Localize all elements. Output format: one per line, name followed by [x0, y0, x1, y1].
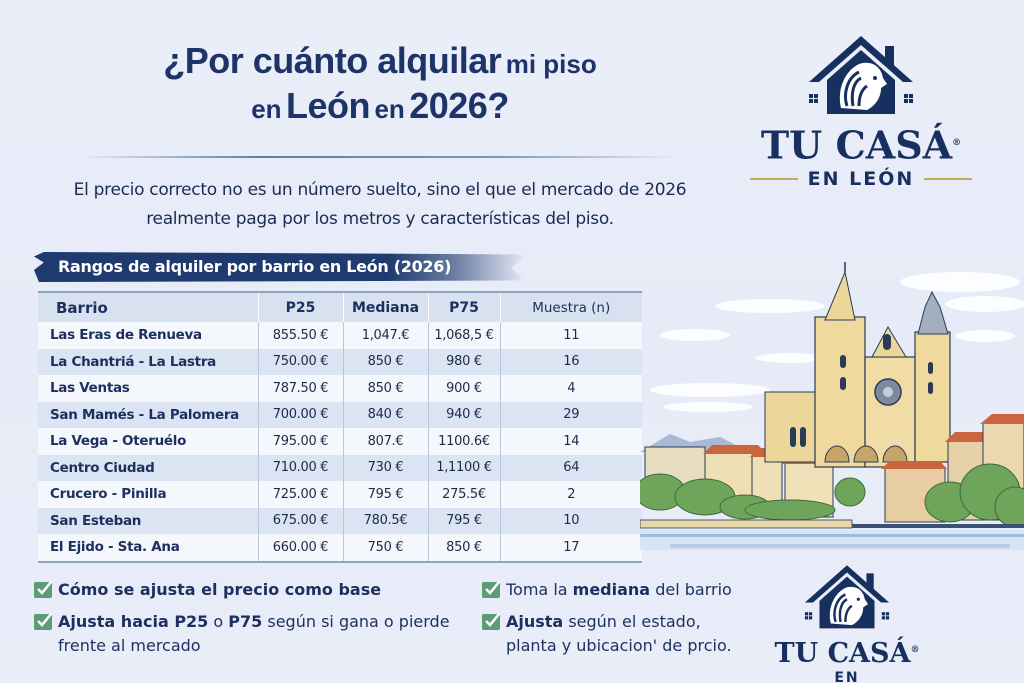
cell-mediana: 850 € — [343, 348, 429, 375]
table-row: San Mamés - La Palomera 700.00 € 840 € 9… — [38, 401, 642, 428]
table-row: San Esteban 675.00 € 780.5€ 795 € 10 — [38, 507, 642, 534]
house-lion-logo-icon — [809, 36, 913, 114]
cell-mediana: 730 € — [343, 454, 429, 481]
cell-n: 2 — [500, 481, 642, 508]
cell-mediana: 840 € — [343, 401, 429, 428]
cell-mediana: 1,047.€ — [343, 322, 429, 349]
title-line2-en: en — [251, 94, 282, 124]
cell-p25: 855.50 € — [258, 322, 344, 349]
cell-p75: 1100.6€ — [428, 428, 501, 455]
table-header-row: Barrio P25 Mediana P75 Muestra (n) — [38, 293, 642, 322]
rent-table: Barrio P25 Mediana P75 Muestra (n) Las E… — [38, 291, 642, 563]
cell-p75: 1,1100 € — [428, 454, 501, 481]
subtitle-line2: realmente paga por los metros y caracter… — [146, 209, 614, 229]
cell-n: 10 — [500, 507, 642, 534]
cell-p75: 1,068,5 € — [428, 322, 501, 349]
cell-p75: 900 € — [428, 375, 501, 402]
cell-mediana: 795 € — [343, 481, 429, 508]
table-row: Las Ventas 787.50 € 850 € 900 € 4 — [38, 375, 642, 402]
title-line1-small: mi piso — [505, 49, 597, 79]
cell-p75: 850 € — [428, 534, 501, 561]
header-p25: P25 — [258, 293, 344, 322]
logo-name: TU CASÁ® — [774, 638, 920, 669]
cell-p25: 710.00 € — [258, 454, 344, 481]
cell-mediana: 750 € — [343, 534, 429, 561]
cell-barrio: San Esteban — [38, 507, 259, 534]
check-icon — [482, 613, 500, 630]
cell-p75: 980 € — [428, 348, 501, 375]
title-line2-leon: León — [285, 85, 371, 126]
table-row: Centro Ciudad 710.00 € 730 € 1,1100 € 64 — [38, 454, 642, 481]
logo-subtitle: EN LEÓN — [748, 168, 974, 190]
cell-barrio: La Chantriá - La Lastra — [38, 348, 259, 375]
brand-logo-bottom: TU CASÁ® EN LEÓN — [762, 562, 932, 683]
section-heading: Rangos de alquiler por barrio en León (2… — [58, 257, 452, 276]
cell-p25: 660.00 € — [258, 534, 344, 561]
cell-barrio: Las Eras de Renueva — [38, 322, 259, 349]
title-line2-en2: en — [374, 94, 405, 124]
check-icon — [482, 581, 500, 598]
cell-n: 29 — [500, 401, 642, 428]
table-row: Crucero - Pinilla 725.00 € 795 € 275.5€ … — [38, 481, 642, 508]
page-title: ¿Por cuánto alquilar mi piso en León en … — [90, 38, 670, 128]
cell-p75: 275.5€ — [428, 481, 501, 508]
cell-barrio: San Mamés - La Palomera — [38, 401, 259, 428]
cell-barrio: El Ejido - Sta. Ana — [38, 534, 259, 561]
cell-n: 4 — [500, 375, 642, 402]
cell-mediana: 850 € — [343, 375, 429, 402]
cell-barrio: Crucero - Pinilla — [38, 481, 259, 508]
cell-n: 17 — [500, 534, 642, 561]
title-line2-year: 2026? — [409, 85, 509, 126]
tip-item: Ajusta según el estado, planta y ubicaci… — [482, 610, 752, 658]
title-line1-big: ¿Por cuánto alquilar — [163, 40, 502, 81]
house-lion-logo-icon — [804, 565, 890, 629]
cell-p25: 750.00 € — [258, 348, 344, 375]
tips-left: Cómo se ajusta el precio como base Ajust… — [34, 578, 474, 666]
cell-p25: 795.00 € — [258, 428, 344, 455]
cell-barrio: La Vega - Oteruélo — [38, 428, 259, 455]
cell-p25: 725.00 € — [258, 481, 344, 508]
table-row: Las Eras de Renueva 855.50 € 1,047.€ 1,0… — [38, 322, 642, 349]
check-icon — [34, 613, 52, 630]
cell-mediana: 807.€ — [343, 428, 429, 455]
cell-p25: 700.00 € — [258, 401, 344, 428]
cell-p75: 795 € — [428, 507, 501, 534]
title-divider — [80, 156, 680, 158]
header-barrio: Barrio — [38, 293, 259, 322]
tips-right: Toma la mediana del barrio Ajusta según … — [482, 578, 752, 666]
tip-item: Toma la mediana del barrio — [482, 578, 752, 602]
cell-n: 16 — [500, 348, 642, 375]
logo-subtitle: EN LEÓN — [834, 670, 860, 683]
subtitle: El precio correcto no es un número suelt… — [60, 176, 700, 234]
header-p75: P75 — [428, 293, 501, 322]
tip-item: Ajusta hacia P25 o P75 según si gana o p… — [34, 610, 474, 658]
cell-barrio: Las Ventas — [38, 375, 259, 402]
check-icon — [34, 581, 52, 598]
brand-logo-top: TU CASÁ® EN LEÓN — [748, 32, 974, 190]
cathedral-illustration — [640, 262, 1024, 550]
table-row: La Vega - Oteruélo 795.00 € 807.€ 1100.6… — [38, 428, 642, 455]
table-row: La Chantriá - La Lastra 750.00 € 850 € 9… — [38, 348, 642, 375]
subtitle-line1: El precio correcto no es un número suelt… — [73, 180, 687, 200]
cell-p75: 940 € — [428, 401, 501, 428]
header-mediana: Mediana — [343, 293, 429, 322]
tip-item: Cómo se ajusta el precio como base — [34, 578, 474, 602]
table-row: El Ejido - Sta. Ana 660.00 € 750 € 850 €… — [38, 534, 642, 561]
cell-n: 14 — [500, 428, 642, 455]
cell-mediana: 780.5€ — [343, 507, 429, 534]
section-banner — [34, 252, 526, 282]
logo-name: TU CASÁ® — [760, 122, 962, 168]
cell-n: 11 — [500, 322, 642, 349]
cell-barrio: Centro Ciudad — [38, 454, 259, 481]
cell-n: 64 — [500, 454, 642, 481]
cell-p25: 787.50 € — [258, 375, 344, 402]
header-muestra: Muestra (n) — [500, 293, 642, 322]
cell-p25: 675.00 € — [258, 507, 344, 534]
